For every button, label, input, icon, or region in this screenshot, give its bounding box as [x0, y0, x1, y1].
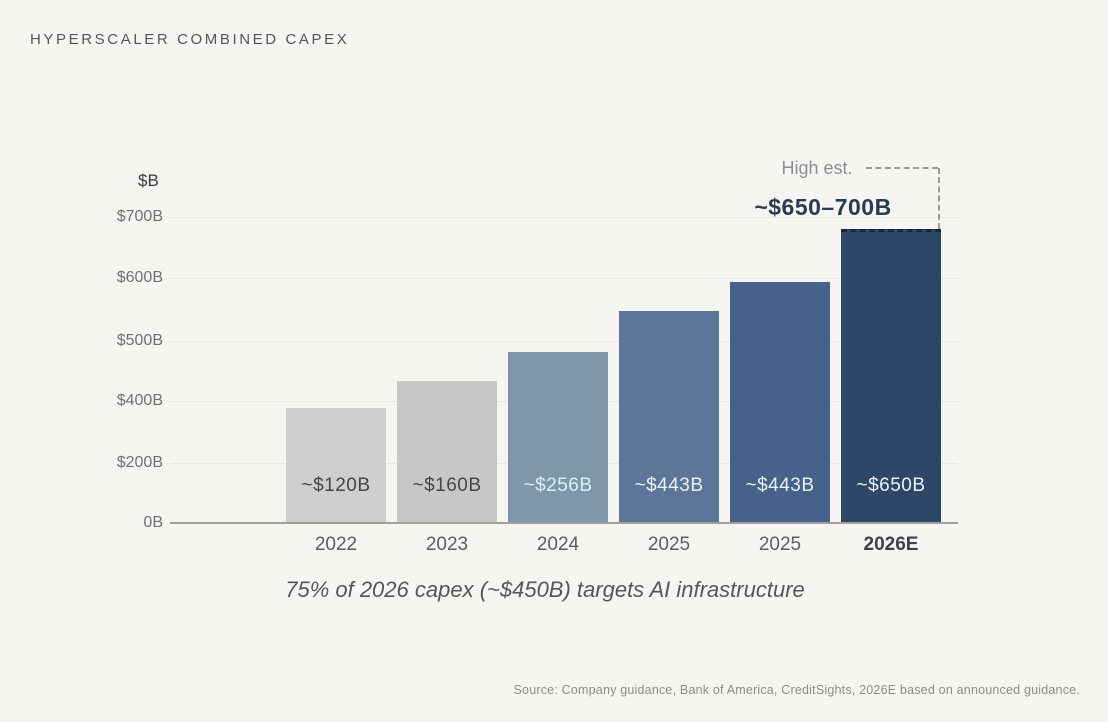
gridline: [170, 278, 958, 279]
gridline: [170, 341, 958, 342]
y-tick-label: $500B: [116, 332, 163, 349]
bar-value-label: ~$120B: [301, 475, 371, 496]
bar-value-label: ~$443B: [634, 475, 704, 496]
y-tick-label: $600B: [116, 269, 163, 286]
high-estimate-label: High est.: [781, 158, 853, 178]
bar-value-label: ~$650B: [856, 475, 926, 496]
x-axis-label: 2024: [536, 534, 580, 555]
gridline: [170, 217, 958, 218]
high-estimate-range: ~$650–700B: [754, 194, 892, 220]
y-tick-label: 0B: [143, 514, 163, 531]
high-estimate-dash-horizontal: [866, 167, 938, 169]
chart-title: HYPERSCALER COMBINED CAPEX: [30, 31, 350, 48]
annotation-text: 75% of 2026 capex (~$450B) targets AI in…: [285, 577, 805, 602]
bar-4-2025: ~$443B: [730, 282, 830, 523]
y-tick-label: $700B: [116, 208, 163, 225]
y-tick-label: $400B: [116, 392, 163, 409]
bar-value-label: ~$256B: [523, 475, 593, 496]
y-tick-label: $200B: [116, 454, 163, 471]
x-axis-label: 2025: [647, 534, 691, 555]
x-axis-label: 2023: [425, 534, 469, 555]
x-axis-label: 2026E: [863, 534, 919, 555]
y-axis-unit-label: $B: [138, 171, 159, 190]
bar-0-2022: ~$120B: [286, 408, 386, 523]
bar-5-2026E: ~$650B: [841, 229, 941, 523]
x-axis-line: [170, 522, 958, 524]
x-axis-label: 2025: [758, 534, 802, 555]
bar-value-label: ~$160B: [412, 475, 482, 496]
source-note: Source: Company guidance, Bank of Americ…: [513, 683, 1080, 697]
bar-3-2025: ~$443B: [619, 311, 719, 523]
bar-value-label: ~$443B: [745, 475, 815, 496]
bar-2-2024: ~$256B: [508, 352, 608, 523]
bar-1-2023: ~$160B: [397, 381, 497, 523]
high-estimate-dash-vertical: [938, 168, 940, 229]
x-axis-label: 2022: [314, 534, 358, 555]
